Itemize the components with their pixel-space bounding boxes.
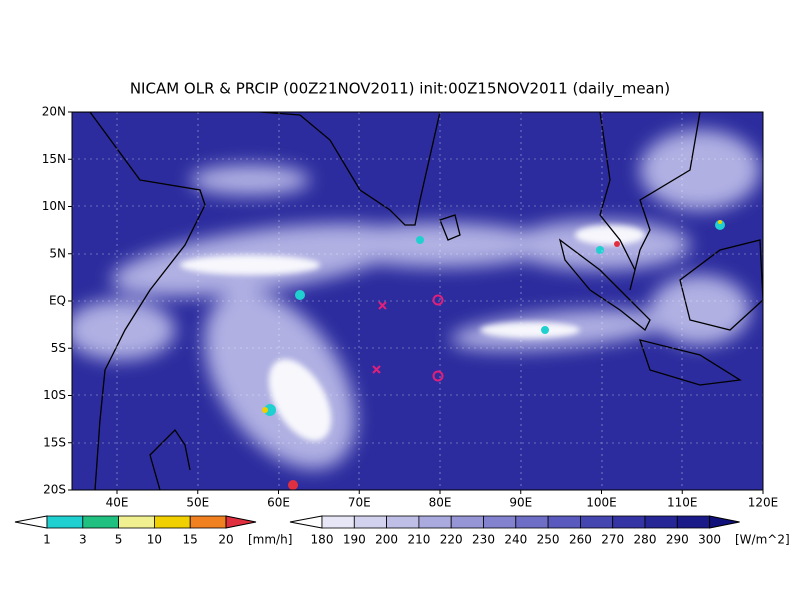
colorbar-label: 20 [218, 533, 233, 547]
lon-label: 40E [106, 496, 129, 510]
colorbar-label: 250 [537, 533, 560, 547]
lat-label: 5N [49, 246, 66, 260]
colorbar-box [353, 515, 387, 529]
colorbar-box [515, 515, 549, 529]
colorbar-end [709, 515, 740, 529]
colorbar-unit: [W/m^2] [735, 533, 790, 547]
colorbar-label: 10 [147, 533, 162, 547]
lat-label: 5S [51, 341, 66, 355]
lon-label: 80E [429, 496, 452, 510]
map-field [72, 112, 763, 490]
colorbar-label: 190 [343, 533, 366, 547]
colorbar-label: 220 [440, 533, 463, 547]
lon-label: 120E [748, 496, 779, 510]
colorbar-box [386, 515, 420, 529]
colorbar-label: 240 [504, 533, 527, 547]
colorbar-label: 290 [666, 533, 689, 547]
colorbar-box [321, 515, 355, 529]
lon-label: 60E [267, 496, 290, 510]
colorbar-box [644, 515, 678, 529]
colorbar-box [676, 515, 710, 529]
colorbar-label: 270 [601, 533, 624, 547]
colorbar-box [418, 515, 452, 529]
colorbar-label: 200 [375, 533, 398, 547]
colorbar-label: 260 [569, 533, 592, 547]
colorbar-box [82, 515, 120, 529]
colorbar-label: 180 [311, 533, 334, 547]
lon-label: 50E [186, 496, 209, 510]
colorbar-label: 280 [634, 533, 657, 547]
colorbar-end [289, 515, 323, 529]
lat-label: 10N [42, 199, 66, 213]
colorbar-box [46, 515, 84, 529]
colorbar-box [450, 515, 484, 529]
colorbar-label: 300 [698, 533, 721, 547]
lat-label: 10S [43, 388, 66, 402]
lon-label: 110E [667, 496, 698, 510]
lat-label: 15S [43, 435, 66, 449]
colorbar-end [14, 515, 48, 529]
lon-label: 90E [509, 496, 532, 510]
colorbar-label: 15 [183, 533, 198, 547]
map-title: NICAM OLR & PRCIP (00Z21NOV2011) init:00… [130, 80, 670, 99]
colorbar-label: 1 [43, 533, 51, 547]
lat-label: EQ [49, 294, 66, 308]
colorbar-box [189, 515, 227, 529]
colorbar-label: 3 [79, 533, 87, 547]
colorbar-unit: [mm/h] [248, 533, 292, 547]
lat-label: 15N [42, 152, 66, 166]
colorbar-label: 5 [115, 533, 123, 547]
colorbar-label: 210 [407, 533, 430, 547]
colorbar-end [225, 515, 257, 529]
colorbar-box [118, 515, 155, 529]
colorbar-box [612, 515, 646, 529]
lon-label: 100E [586, 496, 617, 510]
colorbar-label: 230 [472, 533, 495, 547]
colorbar-box [153, 515, 191, 529]
lat-label: 20N [42, 105, 66, 119]
lon-label: 70E [348, 496, 371, 510]
colorbar-box [483, 515, 517, 529]
colorbar-box [580, 515, 614, 529]
lat-label: 20S [43, 483, 66, 497]
colorbar-box [547, 515, 581, 529]
